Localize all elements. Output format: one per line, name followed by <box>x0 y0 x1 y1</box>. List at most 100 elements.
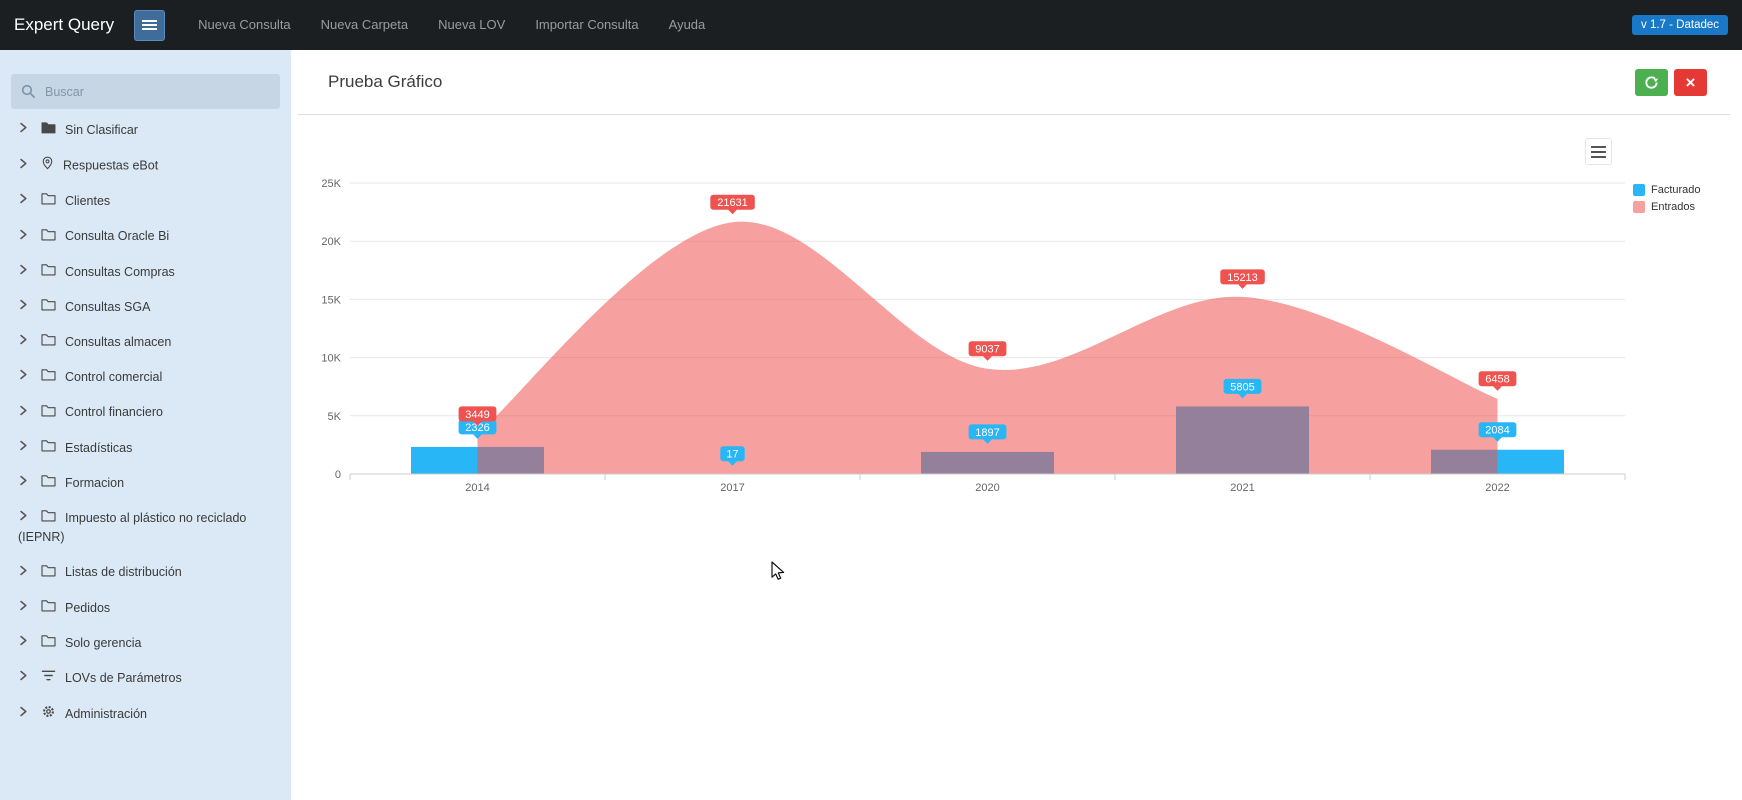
version-badge: v 1.7 - Datadec <box>1632 15 1728 35</box>
chevron-right-icon[interactable] <box>18 404 28 423</box>
chevron-right-icon[interactable] <box>18 228 28 247</box>
legend-swatch <box>1633 201 1645 213</box>
data-label <box>458 419 497 435</box>
svg-text:15213: 15213 <box>1227 272 1258 284</box>
legend-label: Facturado <box>1651 184 1701 196</box>
sidebar-item-listas-de-distribuci-n[interactable]: Listas de distribución <box>0 555 291 590</box>
sidebar-item-clientes[interactable]: Clientes <box>0 184 291 219</box>
chart-context-menu-button[interactable] <box>1585 138 1612 165</box>
sidebar-item-sin-clasificar[interactable]: Sin Clasificar <box>0 113 291 148</box>
chevron-right-icon[interactable] <box>18 439 28 458</box>
chart-plot: 0 5K 10K 15K 20K 25K 2014 2017 2020 2021 2022 2326 1… <box>321 178 1626 494</box>
sidebar-item-label: Solo gerencia <box>65 636 142 651</box>
sidebar-item-label: Consultas Compras <box>65 264 175 279</box>
sidebar-item-control-financiero[interactable]: Control financiero <box>0 395 291 430</box>
chevron-right-icon[interactable] <box>18 509 28 528</box>
sidebar-item-impuesto-al-pl-stico-no-reciclado-iepnr[interactable]: Impuesto al plástico no reciclado (IEPNR… <box>0 501 291 555</box>
close-button[interactable]: × <box>1674 68 1707 96</box>
folder-icon <box>41 228 56 247</box>
sidebar-item-label: LOVs de Parámetros <box>65 671 182 686</box>
x-axis: 2014 2017 2020 2021 2022 <box>349 473 1626 494</box>
folder-icon <box>41 368 56 387</box>
sidebar-item-label: Control financiero <box>65 405 163 420</box>
sidebar-item-estad-sticas[interactable]: Estadísticas <box>0 431 291 466</box>
chart: 0 5K 10K 15K 20K 25K 2014 2017 2020 2021 2022 2326 1… <box>291 120 1742 580</box>
chevron-right-icon[interactable] <box>18 121 28 140</box>
svg-text:5805: 5805 <box>1230 381 1254 393</box>
sidebar-item-label: Listas de distribución <box>65 565 182 580</box>
data-label <box>720 446 745 462</box>
legend-label: Entrados <box>1651 201 1696 213</box>
sidebar-item-label: Consulta Oracle Bi <box>65 229 170 244</box>
folder-tree: Sin Clasificar Respuestas eBot Clientes Con… <box>0 113 291 733</box>
svg-text:3449: 3449 <box>465 409 489 421</box>
chevron-right-icon[interactable] <box>18 599 28 618</box>
legend-item-facturado[interactable]: Facturado <box>1633 184 1701 196</box>
svg-text:21631: 21631 <box>717 197 748 209</box>
sidebar-item-lovs-de-par-metros[interactable]: LOVs de Parámetros <box>0 661 291 696</box>
sidebar-item-consulta-oracle-bi[interactable]: Consulta Oracle Bi <box>0 219 291 254</box>
nav-item-ayuda[interactable]: Ayuda <box>668 17 706 32</box>
sidebar-item-pedidos[interactable]: Pedidos <box>0 591 291 626</box>
sidebar: Sin Clasificar Respuestas eBot Clientes Con… <box>0 50 291 800</box>
nav-item-nueva-lov[interactable]: Nueva LOV <box>438 17 506 32</box>
nav-item-nueva-consulta[interactable]: Nueva Consulta <box>198 17 291 32</box>
chevron-right-icon[interactable] <box>18 669 28 688</box>
folder-icon <box>41 599 56 618</box>
refresh-button[interactable] <box>1635 68 1668 96</box>
page-title: Prueba Gráfico <box>328 72 443 91</box>
pin-icon <box>41 156 54 176</box>
chevron-right-icon[interactable] <box>18 705 28 724</box>
sidebar-item-formacion[interactable]: Formacion <box>0 466 291 501</box>
sidebar-item-consultas-almacen[interactable]: Consultas almacen <box>0 325 291 360</box>
chevron-right-icon[interactable] <box>18 298 28 317</box>
app-brand: Expert Query <box>14 15 115 34</box>
legend-item-entrados[interactable]: Entrados <box>1633 201 1701 213</box>
sidebar-item-consultas-sga[interactable]: Consultas SGA <box>0 290 291 325</box>
sidebar-item-label: Consultas almacen <box>65 335 172 350</box>
sidebar-item-solo-gerencia[interactable]: Solo gerencia <box>0 626 291 661</box>
chevron-right-icon[interactable] <box>18 192 28 211</box>
chevron-right-icon[interactable] <box>18 157 28 176</box>
y-axis-label: 20K <box>321 236 341 248</box>
chevron-right-icon[interactable] <box>18 263 28 282</box>
header-actions: × <box>1635 68 1707 96</box>
data-label <box>1220 269 1265 285</box>
folder-icon <box>41 634 56 653</box>
y-axis-label: 10K <box>321 353 341 365</box>
folder-icon <box>41 404 56 423</box>
data-label <box>968 341 1007 357</box>
svg-text:9037: 9037 <box>975 344 999 356</box>
svg-text:17: 17 <box>726 449 738 461</box>
sidebar-toggle-button[interactable] <box>134 9 166 41</box>
nav-item-nueva-carpeta[interactable]: Nueva Carpeta <box>320 17 409 32</box>
nav-item-importar-consulta[interactable]: Importar Consulta <box>535 17 639 32</box>
folder-icon <box>41 298 56 317</box>
folder-icon <box>41 509 56 528</box>
sidebar-item-administraci-n[interactable]: Administración <box>0 696 291 733</box>
search-input[interactable] <box>43 83 253 100</box>
sidebar-item-respuestas-ebot[interactable]: Respuestas eBot <box>0 148 291 184</box>
sidebar-item-label: Consultas SGA <box>65 300 151 315</box>
chart-legend: Facturado Entrados <box>1633 184 1701 218</box>
chevron-right-icon[interactable] <box>18 333 28 352</box>
menu-icon <box>142 18 158 32</box>
sidebar-item-label: Pedidos <box>65 600 111 615</box>
x-axis-label: 2020 <box>975 482 999 494</box>
header-divider <box>298 114 1730 115</box>
data-label <box>710 194 755 210</box>
chevron-right-icon[interactable] <box>18 634 28 653</box>
chevron-right-icon[interactable] <box>18 368 28 387</box>
sidebar-item-label: Sin Clasificar <box>65 123 138 138</box>
folder-icon <box>41 564 56 583</box>
search-icon <box>21 84 35 98</box>
sidebar-item-control-comercial[interactable]: Control comercial <box>0 360 291 395</box>
filter-icon <box>41 669 56 688</box>
chevron-right-icon[interactable] <box>18 474 28 493</box>
data-label <box>1478 422 1517 438</box>
data-label <box>458 406 497 422</box>
sidebar-item-consultas-compras[interactable]: Consultas Compras <box>0 255 291 290</box>
top-navbar: Expert Query Nueva Consulta Nueva Carpeta… <box>0 0 1742 50</box>
data-label <box>1223 378 1262 394</box>
chevron-right-icon[interactable] <box>18 564 28 583</box>
